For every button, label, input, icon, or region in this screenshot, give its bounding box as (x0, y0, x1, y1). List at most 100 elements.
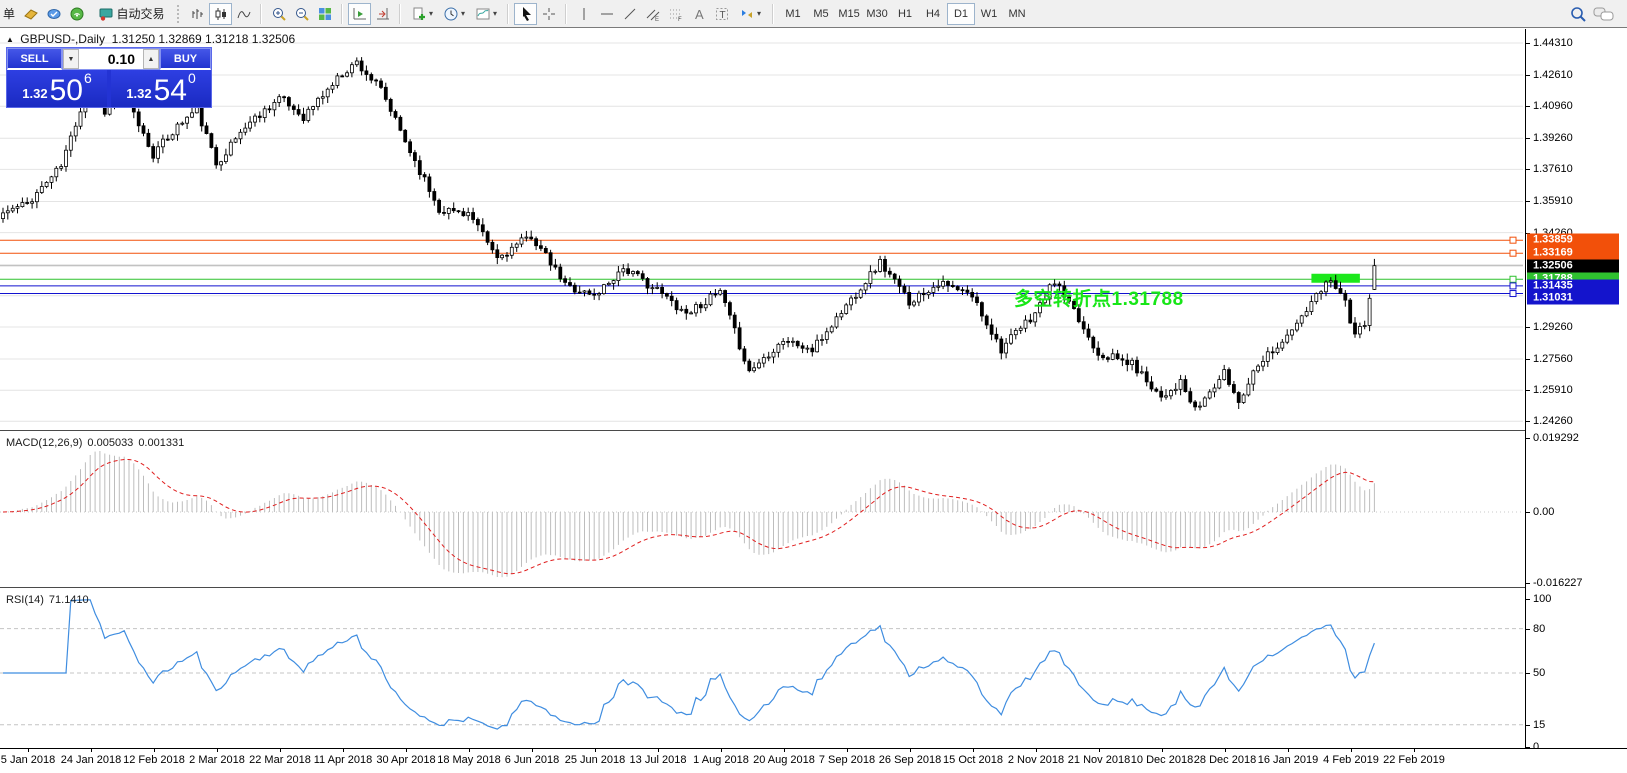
text-tool-icon[interactable]: A (687, 3, 710, 25)
price-tick-label: 1.29260 (1533, 320, 1573, 333)
price-tick (1526, 42, 1530, 44)
sell-price-pip: 6 (83, 70, 92, 86)
bar-chart-icon[interactable] (186, 3, 209, 25)
price-tick-label: 1.35910 (1533, 195, 1573, 208)
price-tick (1526, 138, 1530, 140)
price-axis[interactable]: 1.44310 1.42610 1.40960 1.39260 1.37610 1.359… (1525, 29, 1627, 753)
price-tick-label: 1.39260 (1533, 132, 1573, 145)
sell-price-prefix: 1.32 (22, 86, 48, 101)
date-tick (910, 749, 911, 752)
date-label: 22 Mar 2018 (249, 754, 311, 766)
timeframe-m5[interactable]: M5 (807, 3, 835, 25)
date-label: 20 Aug 2018 (753, 754, 815, 766)
autotrading-button[interactable]: 自动交易 (88, 3, 174, 25)
rsi-tick (1526, 747, 1530, 748)
signals-icon[interactable] (65, 3, 88, 25)
timeframe-h4[interactable]: H4 (919, 3, 947, 25)
chat-icon[interactable] (1589, 3, 1619, 25)
line-chart-icon[interactable] (232, 3, 255, 25)
crosshair-icon[interactable] (537, 3, 560, 25)
date-label: 25 Jun 2018 (564, 754, 626, 766)
volume-input[interactable] (79, 49, 143, 69)
chart-shift-icon[interactable] (371, 3, 394, 25)
tile-windows-icon[interactable] (313, 3, 336, 25)
sell-button[interactable]: SELL (7, 48, 62, 70)
hline-price-label: 1.31031 (1527, 291, 1619, 305)
zoom-in-icon[interactable] (267, 3, 290, 25)
svg-text:A: A (695, 7, 704, 22)
price-tick-label: 1.27560 (1533, 353, 1573, 366)
date-tick (1162, 749, 1163, 752)
date-label: 16 Jan 2019 (1257, 754, 1319, 766)
macd-canvas[interactable] (0, 434, 1523, 587)
macd-panel[interactable]: MACD(12,26,9) 0.005033 0.001331 (0, 434, 1525, 587)
date-label: 5 Jan 2018 (0, 754, 56, 766)
cursor-icon[interactable] (514, 2, 538, 25)
rsi-panel[interactable]: RSI(14) 71.1410 (0, 591, 1525, 748)
timeframe-mn[interactable]: MN (1003, 3, 1031, 25)
macd-tick-label: 0.019292 (1533, 432, 1579, 444)
horizontal-line-tool-icon[interactable] (595, 3, 618, 25)
timeframe-m30[interactable]: M30 (863, 3, 891, 25)
date-label: 11 Apr 2018 (313, 754, 373, 766)
buy-price-big: 54 (153, 74, 187, 107)
toolbar-separator (260, 3, 263, 24)
trendline-tool-icon[interactable] (618, 3, 641, 25)
candlestick-canvas[interactable] (0, 29, 1523, 430)
price-tick (1526, 169, 1530, 171)
auto-scroll-icon[interactable] (348, 2, 372, 25)
main-chart[interactable]: ▲ GBPUSD-,Daily 1.31250 1.32869 1.31218 … (0, 29, 1525, 430)
date-label: 7 Sep 2018 (818, 754, 876, 766)
time-axis[interactable]: 5 Jan 2018 24 Jan 2018 12 Feb 2018 2 Mar 20… (0, 748, 1627, 773)
volume-stepper: ▼ ▲ (62, 48, 160, 70)
volume-increase-icon[interactable]: ▲ (143, 49, 159, 69)
date-label: 26 Sep 2018 (878, 754, 942, 766)
collapse-icon[interactable]: ▲ (6, 35, 14, 44)
rsi-value: 71.1410 (48, 594, 89, 606)
zoom-out-icon[interactable] (290, 3, 313, 25)
timeframe-m1[interactable]: M1 (779, 3, 807, 25)
buy-button[interactable]: BUY (160, 48, 211, 70)
new-order-icon[interactable] (19, 3, 42, 25)
timeframe-m15[interactable]: M15 (835, 3, 863, 25)
date-tick (532, 749, 533, 752)
macd-tick-label: -0.016227 (1533, 577, 1583, 589)
search-icon[interactable] (1566, 3, 1589, 25)
svg-text:T: T (719, 10, 725, 21)
arrows-tool-button[interactable]: ▾ (733, 3, 767, 25)
date-tick (973, 749, 974, 752)
date-tick (1036, 749, 1037, 752)
templates-button[interactable]: ▾ (470, 3, 502, 25)
candlestick-chart-icon[interactable] (209, 2, 233, 25)
channel-tool-icon[interactable]: E (641, 3, 664, 25)
hline-price-label: 1.33169 (1527, 246, 1619, 260)
rsi-tick-label: 100 (1533, 593, 1552, 605)
indicators-button[interactable]: ▾ (406, 3, 438, 25)
date-label: 28 Dec 2018 (1193, 754, 1257, 766)
toolbar-separator (399, 3, 402, 24)
text-label-tool-icon[interactable]: T (710, 3, 733, 25)
toolbar-right (1566, 3, 1627, 25)
price-tick (1526, 390, 1530, 392)
periods-button[interactable]: ▾ (438, 3, 470, 25)
fibonacci-tool-icon[interactable]: F (664, 3, 687, 25)
new-order-label-fragment[interactable]: 单 (3, 7, 16, 21)
volume-decrease-icon[interactable]: ▼ (63, 49, 79, 69)
macd-tick-label: 0.00 (1533, 506, 1555, 518)
vertical-line-tool-icon[interactable] (572, 3, 595, 25)
dropdown-arrow-icon: ▾ (493, 9, 498, 18)
hline-price-label: 1.31435 (1527, 279, 1619, 293)
timeframe-w1[interactable]: W1 (975, 3, 1003, 25)
timeframe-group: M1 M5 M15 M30 H1 H4 D1 W1 MN (779, 2, 1031, 25)
price-divider (107, 70, 111, 107)
market-watch-icon[interactable] (42, 3, 65, 25)
timeframe-h1[interactable]: H1 (891, 3, 919, 25)
buy-price[interactable]: 1.32 54 0 (111, 70, 211, 107)
bid-price-label: 1.32506 (1527, 259, 1619, 273)
sell-price[interactable]: 1.32 50 6 (7, 70, 107, 107)
date-label: 30 Apr 2018 (376, 754, 436, 766)
timeframe-d1[interactable]: D1 (947, 2, 976, 25)
buy-price-prefix: 1.32 (126, 86, 152, 101)
rsi-canvas[interactable] (0, 591, 1523, 748)
